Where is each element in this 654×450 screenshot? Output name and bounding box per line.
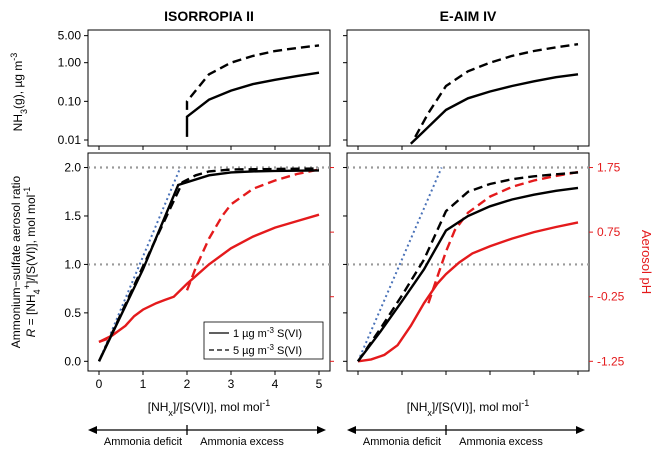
ratio-axis-label-line2: R = [NH4+]/[S(VI)], mol mol-1 bbox=[22, 187, 42, 338]
ph-series-1 bbox=[427, 170, 579, 304]
title-eaim: E-AIM IV bbox=[440, 8, 497, 24]
x-tick-label-3: 3 bbox=[228, 377, 235, 391]
ph-tick-label-0.75: 0.75 bbox=[597, 225, 621, 239]
y-tick-label-1.0: 1.0 bbox=[64, 257, 81, 271]
legend-label-1: 1 µg m-3 S(VI) bbox=[233, 326, 302, 341]
ph-series-0 bbox=[98, 213, 320, 343]
x-tick-label-2: 2 bbox=[184, 377, 191, 391]
regime-arrow-head-left-start bbox=[88, 426, 97, 434]
axis-ticks: 5.00 1.00 0.10 0.01 0 1 2 3 4 5 0.0 0.5 1.0 1.5 2.0 1.7… bbox=[58, 29, 625, 391]
ideal-neutralization-line bbox=[98, 167, 182, 362]
y-tick-label-1.00: 1.00 bbox=[58, 56, 82, 70]
series-1 bbox=[414, 43, 579, 138]
legend: 1 µg m-3 S(VI) 5 µg m-3 S(VI) bbox=[203, 321, 324, 360]
ammonia-deficit-right: Ammonia deficit bbox=[363, 436, 441, 448]
ph-series-1 bbox=[98, 331, 118, 344]
series-0 bbox=[357, 186, 579, 363]
y-tick-label-0.10: 0.10 bbox=[58, 94, 82, 108]
series-1 bbox=[185, 44, 320, 110]
aerosol-ph-label: Aerosol pH bbox=[639, 230, 654, 294]
title-isorropia: ISORROPIA II bbox=[164, 8, 254, 24]
legend-label-5: 5 µg m-3 S(VI) bbox=[233, 343, 302, 358]
y-tick-label-0.0: 0.0 bbox=[64, 354, 81, 368]
series-1 bbox=[97, 167, 320, 362]
reference-lines bbox=[88, 166, 589, 362]
ammonia-excess-right: Ammonia excess bbox=[459, 436, 543, 448]
series-1 bbox=[357, 171, 579, 362]
series-0 bbox=[185, 71, 320, 137]
x-tick-label-0: 0 bbox=[96, 377, 103, 391]
regime-arrow-head-right-start bbox=[347, 426, 356, 434]
x-tick-label-5: 5 bbox=[316, 377, 323, 391]
x-tick-label-4: 4 bbox=[272, 377, 279, 391]
regime-arrow-head-right-end bbox=[576, 426, 585, 434]
series-0 bbox=[409, 73, 579, 145]
ph-series-0 bbox=[357, 221, 579, 363]
panel-top-left-frame bbox=[87, 29, 331, 147]
ph-series-2 bbox=[185, 168, 320, 291]
y-tick-label-0.01: 0.01 bbox=[58, 133, 82, 147]
ph-tick-label--0.25: -0.25 bbox=[597, 290, 625, 304]
x-tick-label-1: 1 bbox=[140, 377, 147, 391]
panel-bottom-right-frame bbox=[346, 152, 590, 372]
panel-bottom-left-frame bbox=[87, 152, 331, 372]
legend-box bbox=[203, 321, 324, 360]
ph-tick-label--1.25: -1.25 bbox=[597, 354, 625, 368]
y-tick-label-0.5: 0.5 bbox=[64, 306, 81, 320]
nh3-axis-label: NH3(g), µg m-3 bbox=[9, 53, 29, 132]
regime-arrows-right: Ammonia deficit Ammonia excess bbox=[347, 425, 585, 448]
regime-arrows-left: Ammonia deficit Ammonia excess bbox=[88, 425, 326, 448]
y-tick-label-1.5: 1.5 bbox=[64, 209, 81, 223]
y-tick-label-5.00: 5.00 bbox=[58, 29, 82, 43]
xlabel-left: [NHx]/[S(VI)], mol mol-1 bbox=[148, 398, 271, 418]
xlabel-right: [NHx]/[S(VI)], mol mol-1 bbox=[407, 398, 530, 418]
ratio-axis-label-line1: Ammonium−sulfate aerosol ratio bbox=[9, 175, 23, 348]
series-lines bbox=[97, 43, 579, 363]
ammonia-deficit-left: Ammonia deficit bbox=[104, 436, 182, 448]
ph-tick-label-1.75: 1.75 bbox=[597, 161, 621, 175]
regime-arrow-head-left-end bbox=[317, 426, 326, 434]
panel-top-right-frame bbox=[346, 29, 590, 147]
y-tick-label-2.0: 2.0 bbox=[64, 161, 81, 175]
ideal-neutralization-line bbox=[357, 167, 443, 362]
ammonia-excess-left: Ammonia excess bbox=[200, 436, 284, 448]
